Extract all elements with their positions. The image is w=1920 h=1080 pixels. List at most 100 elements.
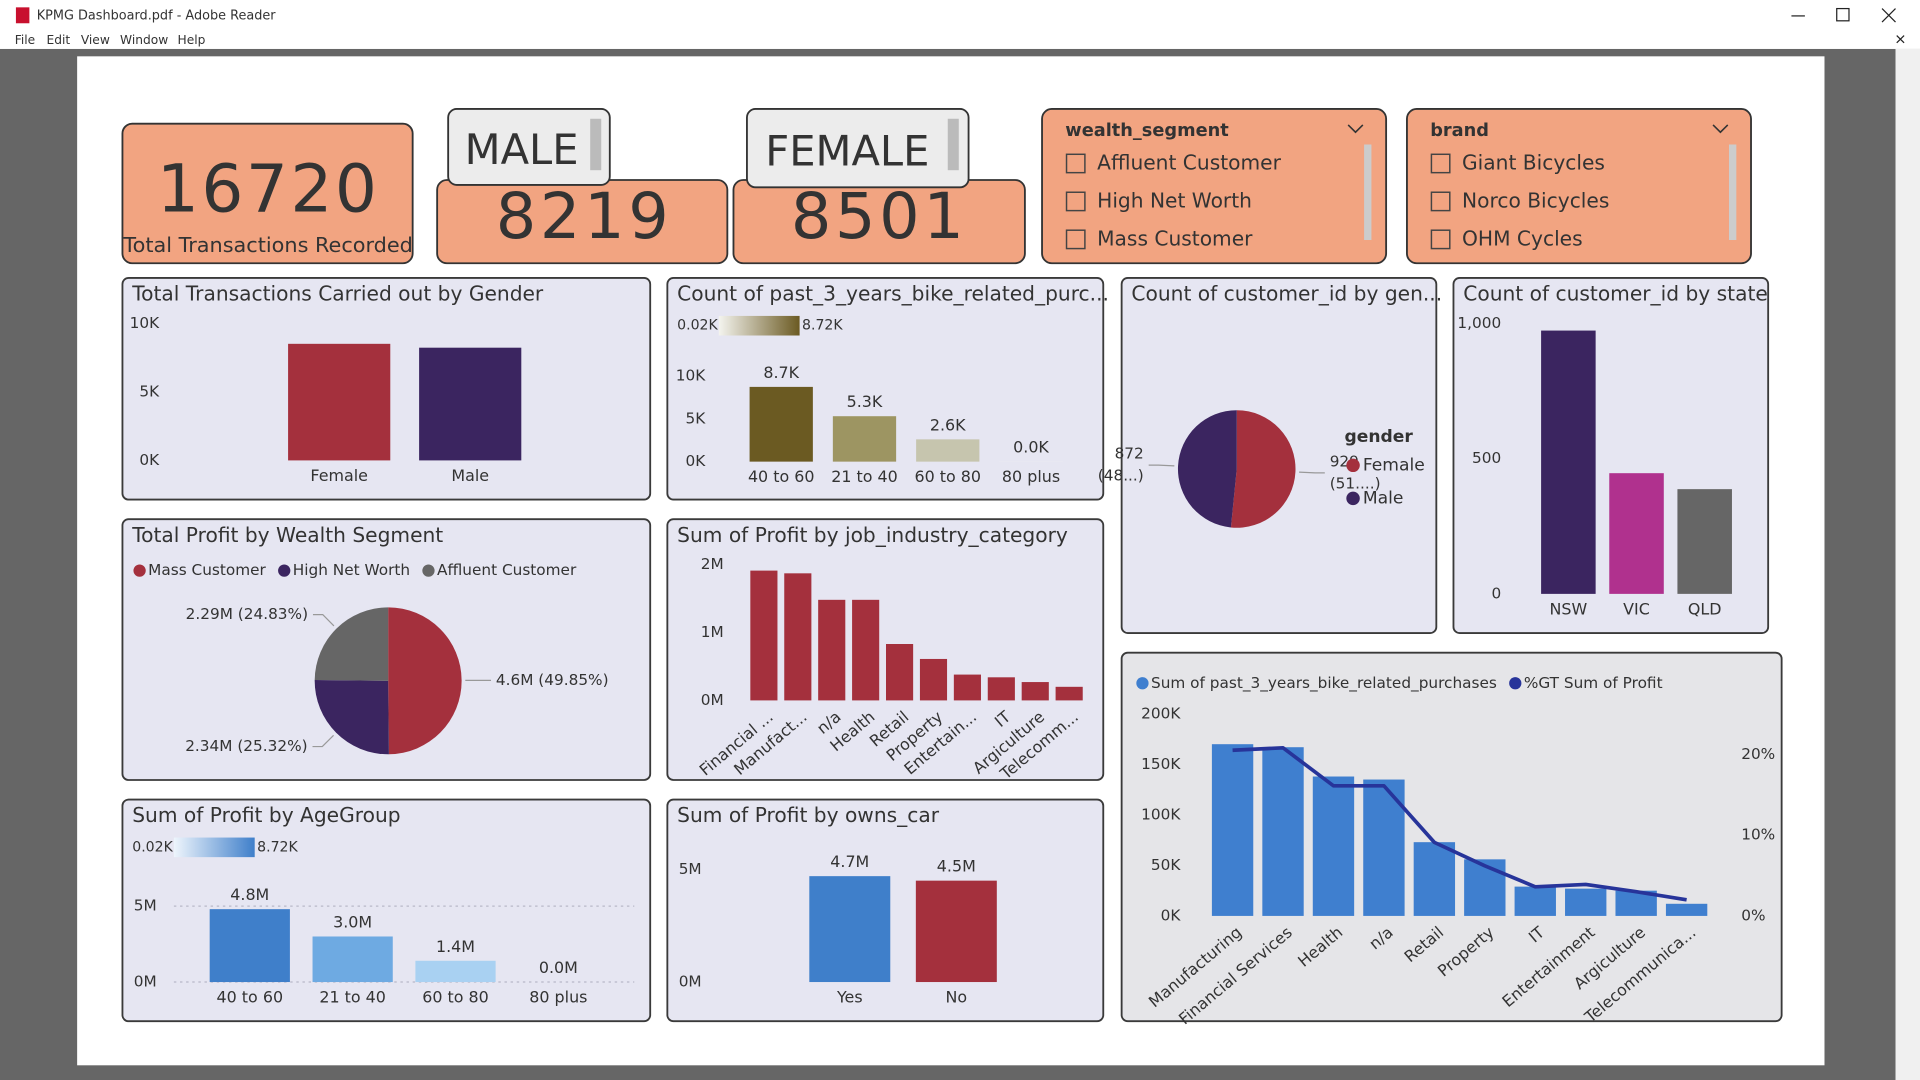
pie-slice — [1230, 410, 1296, 528]
kpi-label: Total Transactions Recorded — [122, 233, 412, 257]
y-tick-label: 0K — [139, 451, 160, 469]
slicer-item[interactable]: Norco Bicycles — [1462, 189, 1609, 213]
bar — [749, 386, 813, 462]
scrollbar[interactable] — [1895, 48, 1920, 1080]
slicer-checkbox[interactable] — [1430, 153, 1451, 174]
y-tick-label: 5M — [134, 897, 157, 915]
kpi-title-box — [746, 108, 970, 189]
leader-line — [1299, 471, 1325, 474]
chart-title: Count of customer_id by gen... — [1131, 282, 1442, 306]
y-tick-label: 200K — [1141, 704, 1181, 722]
x-tick-label: VIC — [1623, 599, 1650, 618]
legend-marker — [1346, 491, 1360, 506]
data-label: 2.29M (24.83%) — [186, 605, 308, 623]
color-scale-label: 0.02K — [132, 839, 173, 855]
title-bar — [0, 0, 1920, 49]
y-tick-label: 0% — [1741, 906, 1765, 924]
bar — [1565, 888, 1607, 916]
slicer-dropdown[interactable] — [1347, 124, 1364, 134]
data-label: 5.3K — [847, 392, 883, 411]
x-tick-label: 80 plus — [1002, 467, 1060, 486]
slicer-dropdown[interactable] — [1712, 124, 1729, 134]
color-scale-label: 0.02K — [677, 318, 718, 334]
data-label: 4.6M (49.85%) — [496, 671, 609, 689]
pie-slice — [388, 607, 462, 755]
kpi-value: 8501 — [791, 180, 968, 254]
window-title: KPMG Dashboard.pdf - Adobe Reader — [37, 8, 277, 23]
bar — [750, 570, 778, 701]
x-tick-label: Yes — [836, 987, 863, 1006]
pie-slice — [314, 607, 389, 681]
slicer-item[interactable]: Mass Customer — [1097, 227, 1253, 251]
bar — [1055, 686, 1083, 701]
slicer-checkbox[interactable] — [1065, 153, 1086, 174]
y-tick-label: 0M — [701, 691, 724, 709]
maximize-button[interactable] — [1836, 7, 1850, 22]
x-tick-label: 21 to 40 — [831, 467, 898, 486]
bar — [809, 876, 891, 983]
y-tick-label: 10K — [130, 314, 160, 332]
close-document[interactable] — [1896, 35, 1905, 44]
menu-item[interactable]: File — [15, 33, 35, 47]
x-tick-label: NSW — [1550, 599, 1588, 618]
legend-label: Female — [1363, 455, 1425, 475]
slicer-item[interactable]: Giant Bicycles — [1462, 151, 1605, 175]
bar — [919, 658, 948, 701]
x-tick-label: 40 to 60 — [748, 467, 815, 486]
slicer-checkbox[interactable] — [1065, 191, 1086, 212]
slicer-checkbox[interactable] — [1430, 191, 1451, 212]
leader-line — [1148, 464, 1175, 467]
y-tick-label: 20% — [1741, 745, 1775, 763]
slicer-item[interactable]: OHM Cycles — [1462, 227, 1583, 251]
legend-marker — [1346, 458, 1360, 473]
bar — [987, 677, 1015, 701]
x-tick-label: 60 to 80 — [422, 987, 489, 1006]
line — [1232, 745, 1687, 902]
chart-title: Total Transactions Carried out by Gender — [131, 282, 544, 306]
y-tick-label: 10% — [1741, 826, 1775, 844]
bar — [288, 343, 391, 461]
y-tick-label: 5M — [679, 860, 702, 878]
menu-item[interactable]: Window — [120, 33, 168, 47]
bar — [886, 644, 914, 701]
data-label: 2.34M (25.32%) — [185, 737, 307, 755]
data-label: 872 — [1115, 445, 1144, 463]
data-label: 0.0K — [1013, 437, 1049, 456]
chart-title: Sum of Profit by owns_car — [677, 803, 940, 827]
x-tick-label: 60 to 80 — [914, 467, 981, 486]
y-tick-label: 2M — [701, 555, 724, 573]
slicer-item[interactable]: Affluent Customer — [1097, 151, 1281, 175]
slicer — [1041, 108, 1388, 265]
bar — [419, 347, 522, 461]
bar — [953, 674, 981, 701]
kpi-value: 16720 — [157, 151, 380, 228]
kpi-card — [121, 122, 414, 265]
kpi-title: MALE — [465, 125, 579, 174]
y-tick-label: 0 — [1491, 584, 1501, 602]
legend-marker — [278, 564, 291, 577]
bar — [1464, 859, 1506, 916]
close-button[interactable] — [1881, 8, 1896, 23]
color-scale — [173, 837, 255, 858]
bar — [1312, 776, 1355, 916]
chart-title: Sum of Profit by job_industry_category — [677, 523, 1068, 547]
bar — [915, 880, 997, 983]
x-tick-label: QLD — [1688, 599, 1722, 618]
bar — [1677, 489, 1732, 594]
slicer-item[interactable]: High Net Worth — [1097, 189, 1252, 213]
chart-title: Count of customer_id by state — [1463, 282, 1768, 306]
slicer-checkbox[interactable] — [1430, 229, 1451, 250]
y-tick-label: 1,000 — [1457, 314, 1501, 332]
bar — [784, 573, 812, 701]
bar — [1021, 682, 1049, 701]
legend-label: Affluent Customer — [437, 561, 577, 579]
slicer-checkbox[interactable] — [1065, 229, 1086, 250]
bar — [415, 960, 496, 983]
menu-item[interactable]: Edit — [47, 33, 71, 47]
data-label: 3.0M — [333, 913, 372, 932]
legend-marker — [1509, 677, 1522, 690]
legend-marker — [1136, 677, 1149, 690]
y-tick-label: 0K — [1161, 906, 1182, 924]
menu-item[interactable]: Help — [178, 33, 206, 47]
menu-item[interactable]: View — [81, 33, 110, 47]
